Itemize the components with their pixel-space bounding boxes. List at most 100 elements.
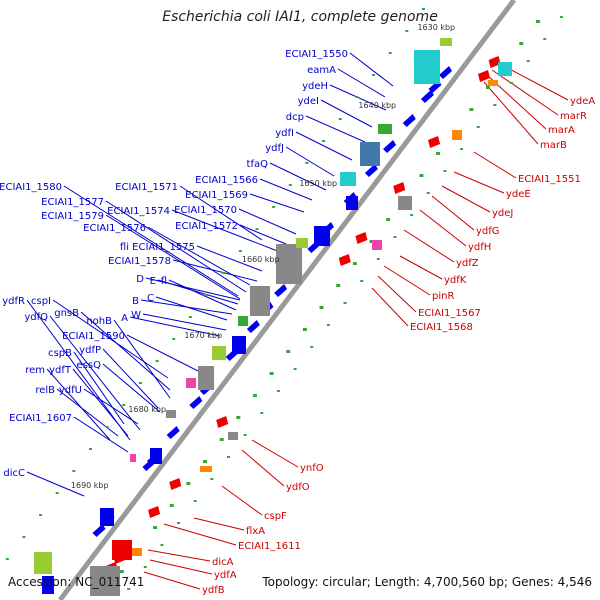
forward-gene-label[interactable]: ECIAI1_1577 (41, 197, 104, 208)
reverse-gene-label[interactable]: ydfA (214, 570, 237, 581)
reverse-gene-label[interactable]: marA (548, 125, 575, 136)
lime-block (296, 238, 308, 248)
forward-gene-label[interactable]: ECIAI1_1569 (185, 190, 248, 201)
forward-gene-label[interactable]: ECIAI1_1579 (41, 211, 104, 222)
reverse-gene-label[interactable]: ydfG (476, 226, 500, 237)
forward-gene-label[interactable]: rem (25, 365, 45, 376)
forward-gene-label[interactable]: ECIAI1_1571 (115, 182, 178, 193)
leader-line (251, 439, 299, 468)
reverse-gene-label[interactable]: marR (560, 111, 587, 122)
ruler-ticks: 1630 kbp 1640 kbp 1650 kbp 1660 kbp 1670 kbp… (71, 23, 455, 490)
reverse-gene-label[interactable]: ydfK (444, 275, 467, 286)
forward-gene-label[interactable]: fli ECIAI1_1575 (120, 242, 195, 253)
reverse-gene-arrow (428, 136, 441, 148)
reverse-gene-label[interactable]: ydeJ (492, 208, 513, 219)
gc-dot (559, 16, 563, 18)
reverse-gene-label[interactable]: ECIAI1_1551 (518, 174, 581, 185)
forward-gene-label[interactable]: ECIAI1_1590 (62, 331, 125, 342)
gc-dot (5, 558, 9, 560)
leader-line (102, 348, 159, 409)
forward-gene-label[interactable]: ydfT (49, 365, 72, 376)
forward-gene-label[interactable]: ydfI (275, 128, 294, 139)
reverse-gene-label[interactable]: pinR (432, 291, 454, 302)
forward-gene-label[interactable]: ECIAI1_1572 (175, 221, 238, 232)
reverse-gene-label[interactable]: ECIAI1_1567 (418, 308, 481, 319)
leader-line (491, 69, 559, 116)
forward-gene-label[interactable]: B (132, 296, 139, 307)
reverse-gene-label[interactable]: ECIAI1_1568 (410, 322, 473, 333)
reverse-gene-label[interactable]: marB (540, 140, 567, 151)
forward-gene-label[interactable]: tfaQ (247, 159, 269, 170)
forward-gene-label[interactable]: cspI (31, 296, 51, 307)
reverse-gene-label[interactable]: cspF (264, 511, 287, 522)
reverse-gene-label[interactable]: ynfO (300, 463, 324, 474)
ruler-tick-label: 1680 kbp (128, 405, 166, 414)
leader-line (295, 131, 353, 161)
gc-dot (243, 434, 247, 436)
reverse-gene-arrow (488, 56, 501, 68)
leader-line (168, 279, 237, 311)
gc-dot (288, 184, 292, 186)
reverse-gene-label[interactable]: ydeE (506, 189, 531, 200)
gray-block (166, 410, 176, 418)
reverse-gene-label[interactable]: ydfO (286, 482, 310, 493)
forward-gene-label[interactable]: ydfJ (265, 143, 284, 154)
reverse-gene-label[interactable]: ydfZ (456, 258, 479, 269)
forward-gene-label[interactable]: cspB (48, 348, 72, 359)
forward-gene-label[interactable]: dicC (3, 468, 25, 479)
reverse-gene-label[interactable]: ydfH (468, 242, 491, 253)
forward-gene-label[interactable]: D (136, 274, 144, 285)
leader-line (147, 549, 211, 562)
forward-gene-label[interactable]: ydfQ (24, 312, 48, 323)
reverse-gene-label[interactable]: ydfB (202, 585, 225, 596)
forward-gene-label[interactable]: nohB (86, 316, 112, 327)
gc-dot (469, 108, 474, 111)
forward-gene-label[interactable]: dcp (286, 112, 304, 123)
leader-line (171, 209, 281, 253)
gc-dot (510, 82, 514, 84)
forward-gene-label[interactable]: ECIAI1_1550 (285, 49, 348, 60)
forward-gene-label[interactable]: W (131, 310, 141, 321)
forward-gene-label[interactable]: ydeH (302, 81, 328, 92)
leader-line (26, 471, 85, 497)
leader-line (473, 151, 517, 179)
leader-line (431, 195, 475, 231)
ruler-tick-label: 1670 kbp (184, 331, 222, 340)
forward-gene-label[interactable]: C (147, 293, 154, 304)
reverse-gene-label[interactable]: ydeA (570, 96, 595, 107)
forward-gene-label[interactable]: ydfU (59, 385, 82, 396)
forward-gene-label[interactable]: ECIAI1_1580 (0, 182, 62, 193)
forward-gene-label[interactable]: ydfP (79, 345, 101, 356)
forward-gene-arrow (364, 164, 378, 177)
forward-gene-label[interactable]: E (150, 276, 156, 287)
leader-line (26, 299, 131, 441)
forward-gene-label[interactable]: ydfR (2, 296, 25, 307)
forward-gene-label[interactable]: relB (35, 385, 55, 396)
forward-gene-label[interactable]: ECIAI1_1566 (195, 175, 258, 186)
reverse-gene-label[interactable]: dicA (212, 557, 234, 568)
leader-line (52, 299, 169, 379)
orange-block (452, 130, 462, 140)
leader-line (337, 68, 386, 98)
gc-dot (386, 218, 391, 221)
forward-gene-label[interactable]: ECIAI1_1576 (83, 223, 146, 234)
reverse-gene-label[interactable]: ECIAI1_1611 (238, 541, 301, 552)
forward-gene-label[interactable]: eamA (307, 65, 336, 76)
forward-gene-label[interactable]: essQ (77, 360, 102, 371)
gc-dot (310, 346, 314, 348)
forward-gene-label[interactable]: A (121, 313, 128, 324)
gc-dot (153, 526, 158, 529)
leader-line (419, 209, 467, 247)
gc-dot (352, 262, 357, 265)
forward-gene-label[interactable]: ECIAI1_1574 (107, 206, 170, 217)
forward-gene-label[interactable]: ECIAI1_1578 (108, 256, 171, 267)
gc-dot (186, 482, 191, 485)
forward-gene-label[interactable]: ydeI (298, 96, 319, 107)
forward-gene-label[interactable]: ECIAI1_1570 (174, 205, 237, 216)
forward-gene-label[interactable]: ECIAI1_1607 (9, 413, 72, 424)
reverse-gene-label[interactable]: flxA (246, 526, 265, 537)
forward-gene-label[interactable]: gnsB (54, 308, 79, 319)
forward-gene-label[interactable]: fl (161, 276, 167, 287)
gc-dot (193, 500, 197, 502)
